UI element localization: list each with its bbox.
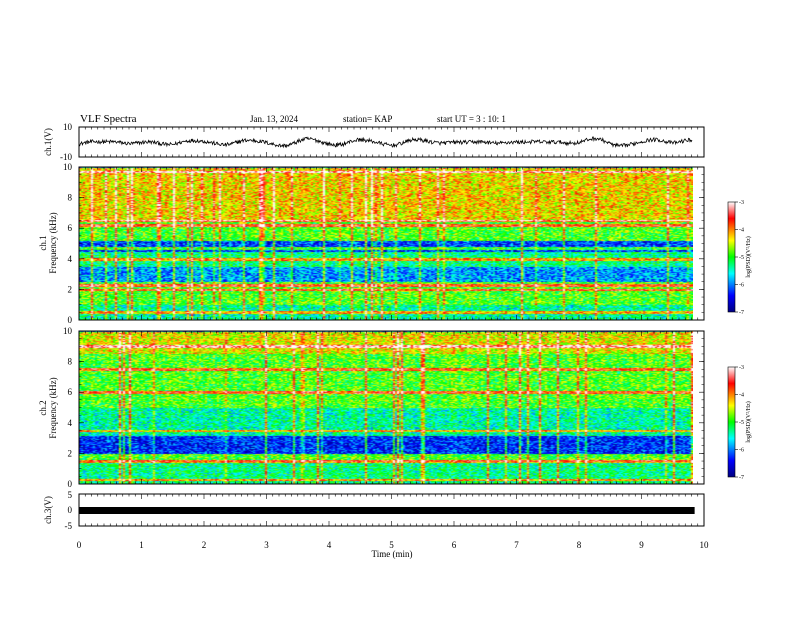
colorbar-tick-label: -3 bbox=[739, 365, 744, 371]
ch2-spectrogram-image bbox=[79, 331, 693, 484]
colorbar-tick-label: -7 bbox=[739, 310, 744, 316]
ch3-ytick-bottom: -5 bbox=[65, 521, 73, 531]
x-tick-label: 8 bbox=[577, 540, 582, 550]
x-tick-label: 3 bbox=[264, 540, 269, 550]
x-tick-label: 1 bbox=[139, 540, 144, 550]
colorbar-ch2-label: log(PSD)(V²/Hz) bbox=[745, 401, 752, 442]
ch3-waveform-ylabel: ch.3(V) bbox=[43, 496, 53, 524]
y-tick-label: 10 bbox=[63, 326, 73, 336]
ch2-frequency-ylabel: Frequency (kHz) bbox=[48, 377, 58, 438]
x-tick-label: 6 bbox=[452, 540, 457, 550]
station-label: station= KAP bbox=[343, 114, 392, 124]
ch2-channel-label: ch.2 bbox=[38, 400, 48, 415]
ch3-waveform-panel: 5 0 -5 ch.3(V) bbox=[43, 490, 705, 531]
x-tick-label: 2 bbox=[202, 540, 207, 550]
x-tick-label: 10 bbox=[700, 540, 710, 550]
colorbar-tick-label: -4 bbox=[739, 228, 744, 234]
y-tick-label: 0 bbox=[68, 479, 73, 489]
colorbar-ch1: -3 -4 -5 -6 -7 log(PSD)(V²/Hz) bbox=[727, 200, 752, 316]
ch1-waveform-panel: 10 -10 ch.1(V) bbox=[43, 122, 705, 162]
colorbar-ch2: -3 -4 -5 -6 -7 log(PSD)(V²/Hz) bbox=[727, 365, 752, 481]
ch3-ytick-top: 5 bbox=[68, 490, 73, 500]
colorbar-tick-label: -4 bbox=[739, 393, 744, 399]
x-tick-label: 7 bbox=[514, 540, 519, 550]
y-tick-label: 4 bbox=[68, 254, 73, 264]
colorbar-tick-label: -5 bbox=[739, 420, 744, 426]
ch1-channel-label: ch.1 bbox=[38, 235, 48, 250]
y-tick-label: 2 bbox=[68, 448, 73, 458]
x-axis-tick-labels: 0 1 2 3 4 5 6 7 8 9 10 bbox=[77, 540, 709, 550]
colorbar-tick-label: -5 bbox=[739, 255, 744, 261]
start-time-label: start UT = 3 : 10: 1 bbox=[437, 114, 506, 124]
ch2-spectrogram-panel: 0 2 4 6 8 10 ch.2 Frequency (kHz) bbox=[38, 326, 705, 489]
x-tick-label: 5 bbox=[389, 540, 394, 550]
colorbar-ch1-label: log(PSD)(V²/Hz) bbox=[745, 236, 752, 277]
x-axis-label: Time (min) bbox=[372, 549, 413, 559]
y-tick-label: 8 bbox=[68, 357, 73, 367]
y-tick-label: 6 bbox=[68, 223, 73, 233]
x-tick-label: 9 bbox=[639, 540, 644, 550]
ch1-waveform-line bbox=[78, 136, 693, 149]
y-tick-label: 0 bbox=[68, 315, 73, 325]
y-tick-label: 8 bbox=[68, 193, 73, 203]
ch1-spectrogram-image bbox=[79, 167, 693, 320]
ch3-waveform-trace bbox=[79, 507, 695, 514]
ch1-spectrogram-panel: 0 2 4 6 8 10 ch.1 Frequency (kHz) bbox=[38, 162, 705, 325]
ch1-ytick-bottom: -10 bbox=[60, 152, 72, 162]
ch1-waveform-ylabel: ch.1(V) bbox=[43, 128, 53, 156]
y-tick-label: 10 bbox=[63, 162, 73, 172]
y-tick-label: 2 bbox=[68, 284, 73, 294]
y-tick-label: 6 bbox=[68, 387, 73, 397]
colorbar-ch1-gradient bbox=[727, 201, 736, 313]
colorbar-tick-label: -7 bbox=[739, 475, 744, 481]
colorbar-ch2-gradient bbox=[727, 366, 736, 478]
ch1-frequency-ylabel: Frequency (kHz) bbox=[48, 212, 58, 273]
ch1-ytick-top: 10 bbox=[63, 122, 73, 132]
x-tick-label: 4 bbox=[327, 540, 332, 550]
colorbar-tick-label: -6 bbox=[739, 448, 744, 454]
colorbar-tick-label: -3 bbox=[739, 200, 744, 206]
ch3-ytick-mid: 0 bbox=[68, 505, 73, 515]
date-label: Jan. 13, 2024 bbox=[250, 114, 298, 124]
figure-title: VLF Spectra bbox=[80, 113, 137, 125]
x-tick-label: 0 bbox=[77, 540, 82, 550]
colorbar-tick-label: -6 bbox=[739, 283, 744, 289]
y-tick-label: 4 bbox=[68, 418, 73, 428]
